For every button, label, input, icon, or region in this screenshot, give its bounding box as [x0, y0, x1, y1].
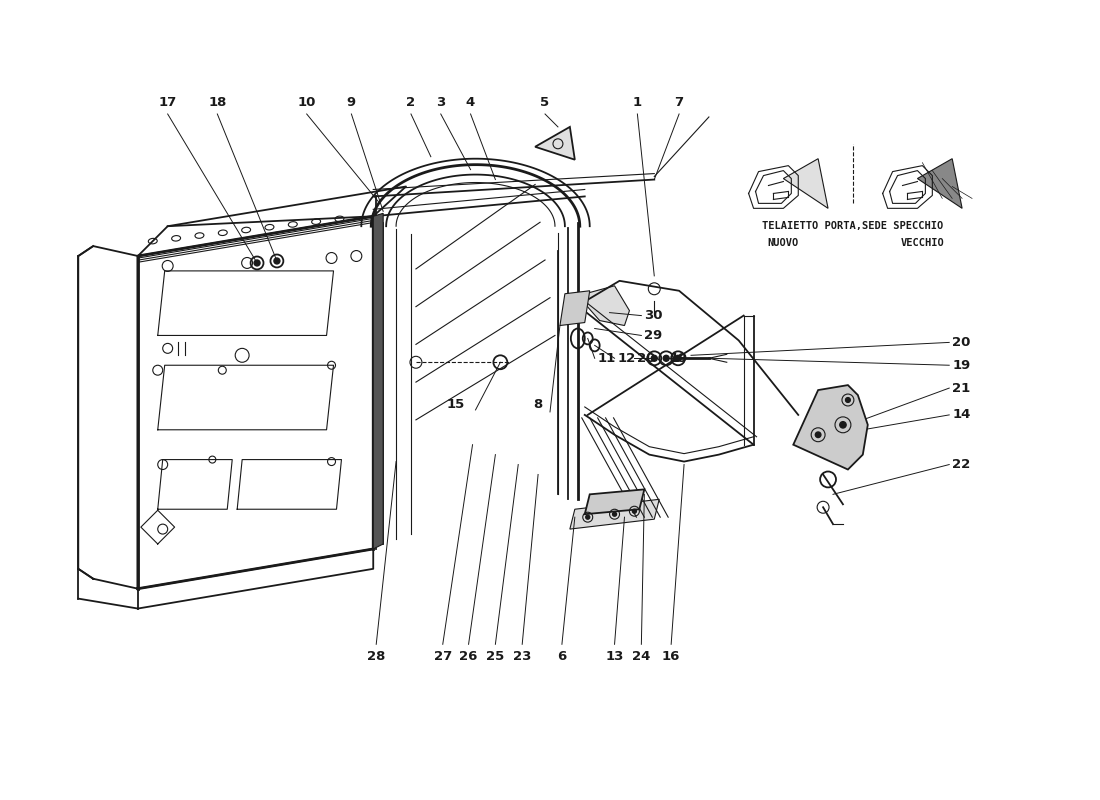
Text: 10: 10 [297, 95, 316, 109]
Text: VECCHIO: VECCHIO [901, 238, 944, 248]
Circle shape [274, 258, 279, 264]
Text: 19: 19 [953, 358, 970, 372]
Text: 16: 16 [662, 650, 680, 662]
Text: 11: 11 [597, 352, 616, 365]
Text: 4: 4 [466, 95, 475, 109]
Text: 3: 3 [436, 95, 446, 109]
Text: NUOVO: NUOVO [768, 238, 799, 248]
Text: 1: 1 [632, 95, 642, 109]
Text: 7: 7 [674, 95, 684, 109]
Polygon shape [578, 286, 629, 326]
Circle shape [846, 398, 850, 402]
Text: 26: 26 [460, 650, 477, 662]
Text: 18: 18 [208, 95, 227, 109]
Text: 15: 15 [447, 398, 465, 411]
Text: 8: 8 [534, 398, 542, 411]
Text: 28: 28 [367, 650, 385, 662]
Text: 13: 13 [605, 650, 624, 662]
Polygon shape [570, 499, 659, 529]
Circle shape [585, 515, 590, 519]
Text: 5: 5 [540, 95, 550, 109]
Polygon shape [373, 214, 383, 549]
Text: 29: 29 [645, 329, 662, 342]
Text: 20: 20 [953, 336, 970, 349]
Circle shape [651, 355, 657, 362]
Polygon shape [783, 158, 828, 208]
Text: 2: 2 [406, 95, 416, 109]
Circle shape [632, 510, 637, 514]
Polygon shape [585, 490, 645, 514]
Text: 14: 14 [953, 408, 970, 422]
Text: 23: 23 [513, 650, 531, 662]
Text: 30: 30 [645, 309, 663, 322]
Text: 17: 17 [158, 95, 177, 109]
Text: TELAIETTO PORTA,SEDE SPECCHIO: TELAIETTO PORTA,SEDE SPECCHIO [762, 222, 944, 231]
Text: 27: 27 [433, 650, 452, 662]
Text: 22: 22 [953, 458, 970, 471]
Circle shape [663, 355, 669, 362]
Circle shape [839, 422, 846, 428]
Text: 6: 6 [558, 650, 566, 662]
Text: 25: 25 [486, 650, 505, 662]
Text: 19: 19 [669, 352, 688, 365]
Polygon shape [917, 158, 962, 208]
Text: 21: 21 [953, 382, 970, 394]
Text: 24: 24 [632, 650, 650, 662]
Circle shape [254, 260, 260, 266]
Circle shape [815, 432, 821, 438]
Circle shape [613, 512, 616, 516]
Text: 12: 12 [617, 352, 636, 365]
Polygon shape [560, 290, 590, 326]
Polygon shape [793, 385, 868, 470]
Circle shape [675, 355, 681, 362]
Text: 20: 20 [637, 352, 656, 365]
Text: 9: 9 [346, 95, 356, 109]
Polygon shape [535, 127, 575, 160]
